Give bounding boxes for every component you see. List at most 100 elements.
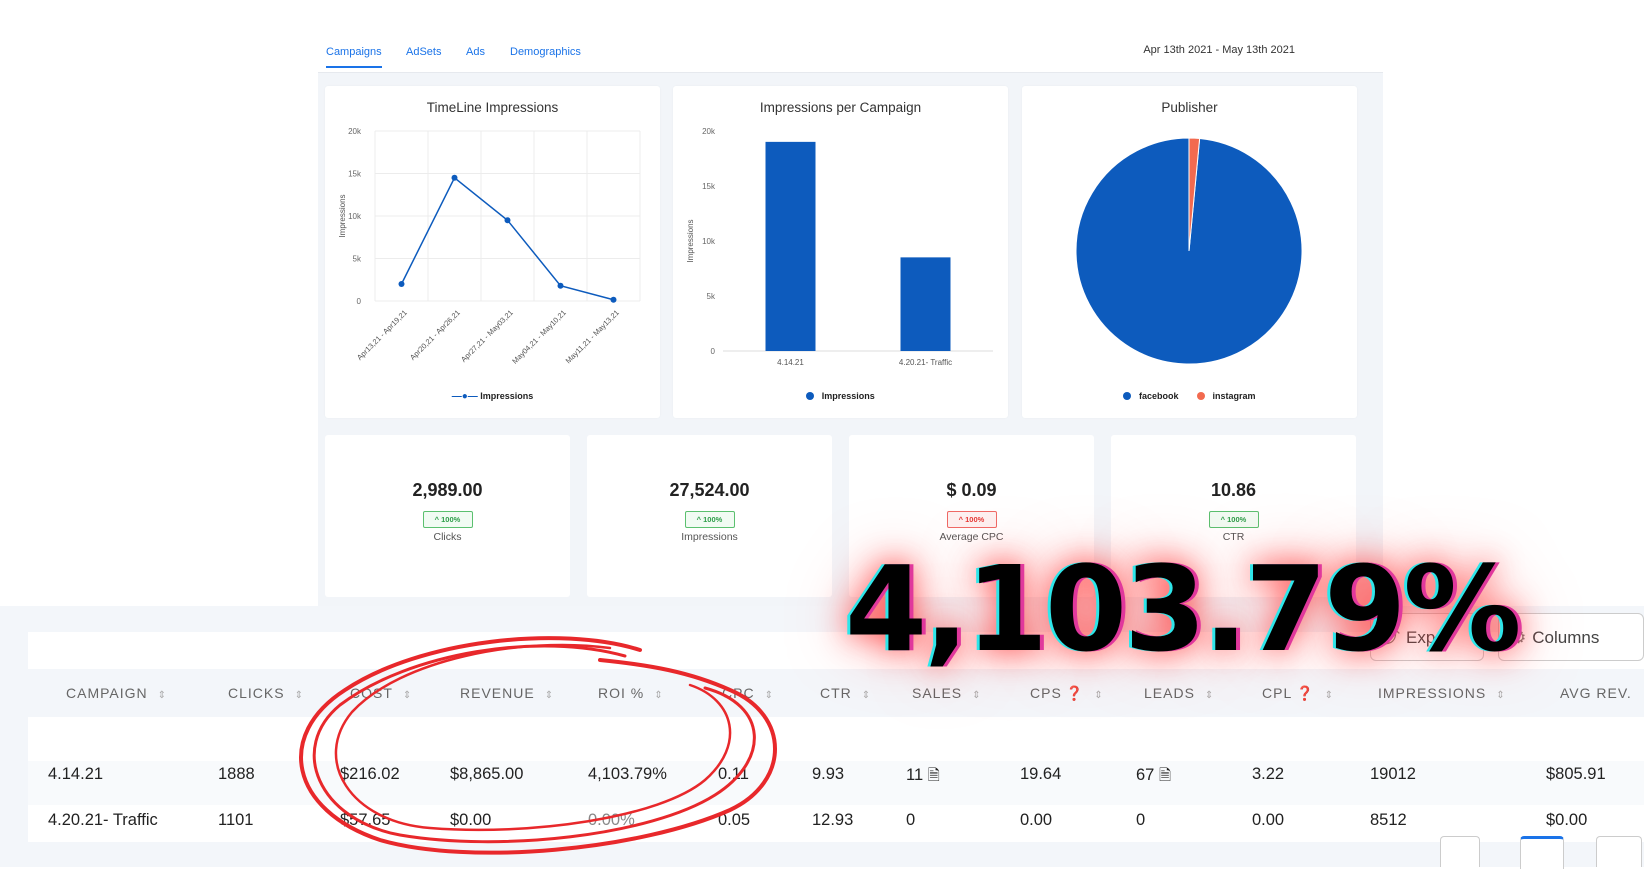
timeline-impressions-chart: 0 5k 10k 15k 20k Impressions Apr13,21 - Apr19,…	[338, 127, 641, 366]
table-cell: 0.05	[718, 811, 751, 829]
table-cell: 0.00%	[588, 811, 635, 829]
impressions-per-campaign-chart: 0 5k 10k 15k 20k Impressions 4.14.21 4.20.21- T…	[686, 127, 993, 367]
column-header-campaign[interactable]: CAMPAIGN ⇕	[66, 685, 168, 701]
export-button[interactable]: ⤴ Expo	[1370, 613, 1484, 661]
campaign-table	[28, 632, 1644, 842]
metric-card-average-cpc: $ 0.09 ^ 100% Average CPC	[849, 435, 1094, 597]
x-tick-label: May11,21 - May13,21	[564, 308, 621, 365]
publisher-card: Publisher facebook instagram	[1022, 86, 1357, 418]
table-cell: 0	[1136, 811, 1146, 829]
column-header-cps[interactable]: CPS ❓ ⇕	[1030, 685, 1104, 701]
pagination-button[interactable]	[1440, 836, 1480, 867]
y-tick-label: 15k	[348, 170, 362, 179]
legend-item[interactable]: Impressions	[806, 391, 875, 401]
export-label: Expo	[1406, 628, 1445, 647]
chart-legend: Impressions	[673, 391, 1008, 401]
legend-label: Impressions	[821, 391, 875, 401]
impressions-per-campaign-card: Impressions per Campaign 0 5k 10k 15k 20k Imp…	[673, 86, 1008, 418]
x-tick-label: 4.20.21- Traffic	[899, 358, 952, 367]
x-tick-label: Apr27,21 - May03,21	[459, 308, 515, 364]
sort-icon: ⇕	[972, 690, 982, 701]
sort-icon: ⇕	[402, 690, 413, 701]
y-axis-label: Impressions	[686, 219, 695, 262]
metric-card-clicks: 2,989.00 ^ 100% Clicks	[325, 435, 570, 597]
table-cell: 67 🗎	[1136, 766, 1172, 784]
column-header-ctr[interactable]: CTR ⇕	[820, 685, 872, 701]
date-range-picker[interactable]: Apr 13th 2021 - May 13th 2021	[1143, 44, 1295, 56]
pie-slice-instagram	[1188, 137, 1201, 252]
table-cell: $8,865.00	[450, 765, 524, 783]
data-point	[398, 281, 405, 287]
column-header-leads[interactable]: LEADS ⇕	[1144, 685, 1215, 701]
table-cell[interactable]: 4.14.21	[48, 765, 104, 783]
table-cell: 1101	[218, 811, 254, 829]
help-icon: ❓	[1296, 685, 1315, 701]
top-bar: Campaigns AdSets Ads Demographics Apr 13…	[318, 36, 1383, 73]
table-cell: 0.00	[1020, 811, 1053, 829]
sort-icon: ⇕	[1324, 690, 1335, 701]
column-header-cpl[interactable]: CPL ❓ ⇕	[1262, 685, 1335, 701]
y-tick-label: 10k	[348, 212, 362, 221]
document-icon[interactable]: 🗎	[927, 767, 940, 784]
sort-icon: ⇕	[1094, 690, 1104, 701]
bar	[900, 257, 951, 351]
series-line	[400, 176, 614, 301]
table-cell: 1888	[218, 765, 255, 783]
chart-title: Publisher	[1161, 100, 1218, 115]
metric-card-impressions: 27,524.00 ^ 100% Impressions	[587, 435, 832, 597]
table-cell[interactable]: 4.20.21- Traffic	[48, 811, 158, 829]
document-icon[interactable]: 🗎	[1158, 767, 1172, 784]
y-tick-label: 10k	[702, 237, 716, 246]
metric-label: Average CPC	[939, 531, 1004, 543]
table-cell: 19012	[1370, 765, 1416, 783]
table-cell: 11 🗎	[906, 766, 940, 784]
metric-label: Clicks	[433, 531, 462, 543]
column-header-sales[interactable]: SALES ⇕	[912, 685, 982, 701]
columns-button[interactable]: ⚙ Columns	[1498, 613, 1644, 661]
metric-value: 10.86	[1210, 480, 1257, 500]
columns-icon: ⚙	[1511, 628, 1527, 647]
table-cell: 3.22	[1252, 765, 1285, 783]
sort-icon: ⇕	[1204, 690, 1215, 701]
metric-value: 2,989.00	[412, 480, 483, 500]
y-axis-label: Impressions	[338, 194, 347, 237]
y-tick-label: 20k	[702, 127, 716, 136]
column-header-clicks[interactable]: CLICKS ⇕	[228, 685, 304, 701]
column-header-roi[interactable]: ROI % ⇕	[598, 685, 664, 701]
pagination-button[interactable]	[1596, 836, 1642, 867]
table-cell: $0.00	[1546, 811, 1588, 829]
sort-icon: ⇕	[294, 690, 304, 701]
chart-legend: —●— Impressions	[325, 391, 660, 402]
column-header-cpc[interactable]: CPC ⇕	[722, 685, 774, 701]
legend-item[interactable]: —●— Impressions	[451, 391, 534, 402]
legend-item-instagram[interactable]: instagram	[1197, 391, 1256, 401]
column-header-avg-rev[interactable]: AVG REV.	[1560, 685, 1632, 701]
table-cell: $0.00	[450, 811, 492, 829]
y-tick-label: 0	[711, 347, 716, 356]
chart-legend: facebook instagram	[1022, 391, 1357, 401]
tab-demographics[interactable]: Demographics	[510, 46, 581, 58]
sort-icon: ⇕	[764, 690, 774, 701]
metric-value: 27,524.00	[669, 480, 750, 500]
table-cell: $805.91	[1546, 765, 1606, 783]
legend-label: facebook	[1138, 391, 1179, 401]
column-header-cost[interactable]: COST ⇕	[350, 685, 413, 701]
export-icon: ⤴	[1383, 628, 1400, 647]
roi-overlay-text: 4,103.79%	[845, 540, 1522, 678]
column-header-impressions[interactable]: IMPRESSIONS ⇕	[1378, 685, 1506, 701]
columns-label: Columns	[1532, 628, 1600, 647]
tab-adsets[interactable]: AdSets	[406, 46, 442, 58]
legend-item-facebook[interactable]: facebook	[1123, 391, 1178, 401]
metric-value: $ 0.09	[946, 480, 997, 500]
trend-badge: ^ 100%	[422, 511, 473, 528]
table-cell: 12.93	[812, 811, 854, 829]
chart-title: TimeLine Impressions	[426, 100, 559, 115]
sort-icon: ⇕	[544, 690, 555, 701]
pagination-current-page[interactable]	[1520, 836, 1564, 869]
legend-label: instagram	[1212, 391, 1256, 401]
publisher-pie-chart	[1075, 137, 1303, 365]
bar	[765, 141, 816, 351]
tab-ads[interactable]: Ads	[466, 46, 485, 58]
column-header-revenue[interactable]: REVENUE ⇕	[460, 685, 555, 701]
tab-campaigns[interactable]: Campaigns	[326, 46, 382, 68]
